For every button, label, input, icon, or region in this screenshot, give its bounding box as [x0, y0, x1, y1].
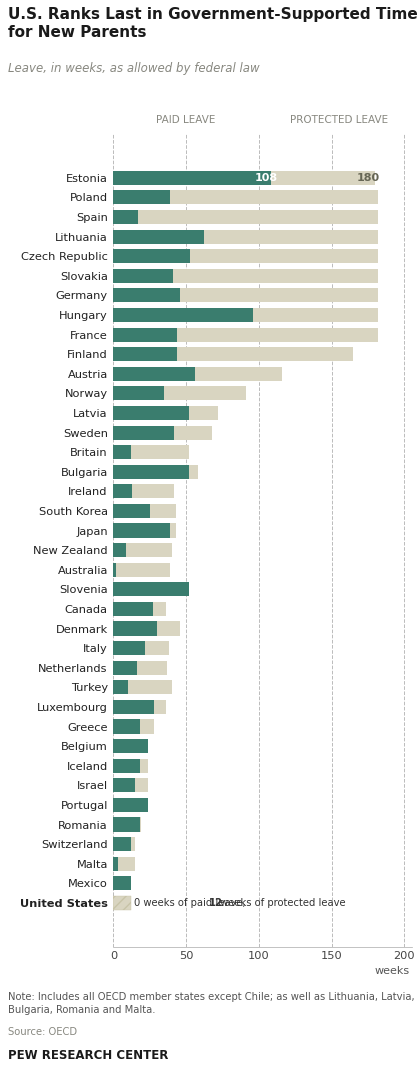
Bar: [113, 857, 118, 871]
Text: 108: 108: [255, 172, 278, 183]
Bar: [113, 700, 166, 714]
Text: PAID LEAVE: PAID LEAVE: [156, 116, 216, 125]
Bar: [113, 308, 253, 322]
Bar: [113, 308, 378, 322]
Bar: [113, 269, 173, 282]
Bar: [113, 719, 139, 734]
Text: PROTECTED LEAVE: PROTECTED LEAVE: [290, 116, 388, 125]
Text: 0 weeks of paid leave,: 0 weeks of paid leave,: [134, 898, 249, 908]
Bar: [113, 817, 139, 831]
Bar: [113, 660, 167, 675]
Bar: [113, 798, 148, 812]
Bar: [113, 445, 131, 459]
Bar: [113, 249, 191, 263]
Bar: [113, 582, 189, 596]
Bar: [113, 641, 145, 655]
Bar: [113, 544, 126, 557]
Text: U.S. Ranks Last in Government-Supported Time Off
for New Parents: U.S. Ranks Last in Government-Supported …: [8, 7, 420, 41]
Bar: [113, 563, 170, 577]
Bar: [113, 190, 170, 204]
Bar: [113, 582, 189, 596]
Bar: [113, 876, 131, 890]
Text: PEW RESEARCH CENTER: PEW RESEARCH CENTER: [8, 1049, 169, 1061]
Bar: [113, 229, 204, 244]
Bar: [113, 544, 172, 557]
Text: weeks: weeks: [374, 966, 410, 976]
Text: weeks of protected leave: weeks of protected leave: [218, 898, 346, 908]
Bar: [113, 602, 166, 616]
Bar: [113, 641, 169, 655]
Bar: [113, 288, 180, 303]
Bar: [113, 660, 136, 675]
Bar: [113, 210, 138, 224]
Bar: [113, 876, 131, 890]
Bar: [113, 171, 375, 185]
Bar: [113, 622, 157, 636]
Bar: [113, 523, 170, 537]
Bar: [113, 837, 131, 852]
Text: Note: Includes all OECD member states except Chile; as well as Lithuania, Latvia: Note: Includes all OECD member states ex…: [8, 992, 415, 1015]
Bar: [113, 504, 150, 518]
Bar: [113, 464, 198, 478]
Bar: [113, 386, 246, 400]
Bar: [113, 602, 153, 616]
Bar: [113, 171, 270, 185]
Text: Leave, in weeks, as allowed by federal law: Leave, in weeks, as allowed by federal l…: [8, 62, 260, 75]
Bar: [113, 406, 189, 421]
Bar: [113, 485, 132, 499]
Bar: [113, 817, 141, 831]
Bar: [113, 288, 378, 303]
Bar: [113, 426, 213, 440]
Bar: [113, 739, 148, 753]
Bar: [113, 406, 218, 421]
Bar: [113, 367, 195, 381]
Bar: [113, 759, 148, 773]
Bar: [113, 327, 177, 341]
Bar: [113, 837, 135, 852]
Bar: [113, 700, 154, 714]
Bar: [113, 386, 164, 400]
Bar: [113, 347, 353, 362]
Bar: [113, 445, 189, 459]
Bar: [113, 719, 154, 734]
Bar: [113, 857, 135, 871]
Text: 180: 180: [357, 172, 380, 183]
Bar: [113, 269, 378, 282]
Bar: [113, 778, 148, 793]
Text: Source: OECD: Source: OECD: [8, 1027, 78, 1037]
Bar: [113, 249, 378, 263]
Bar: [113, 347, 177, 362]
Bar: [113, 681, 172, 694]
Bar: [113, 210, 378, 224]
Bar: [113, 896, 131, 909]
Bar: [113, 504, 176, 518]
Bar: [113, 426, 174, 440]
Bar: [113, 681, 128, 694]
Bar: [113, 367, 282, 381]
Bar: [113, 229, 378, 244]
Bar: [113, 798, 148, 812]
Bar: [113, 759, 139, 773]
Bar: [113, 523, 176, 537]
Bar: [113, 485, 174, 499]
Bar: [113, 778, 135, 793]
Bar: [113, 464, 189, 478]
Text: 12: 12: [209, 898, 223, 908]
Bar: [113, 327, 378, 341]
Bar: [113, 622, 180, 636]
Bar: [113, 563, 116, 577]
Bar: [113, 190, 378, 204]
Bar: [113, 739, 148, 753]
